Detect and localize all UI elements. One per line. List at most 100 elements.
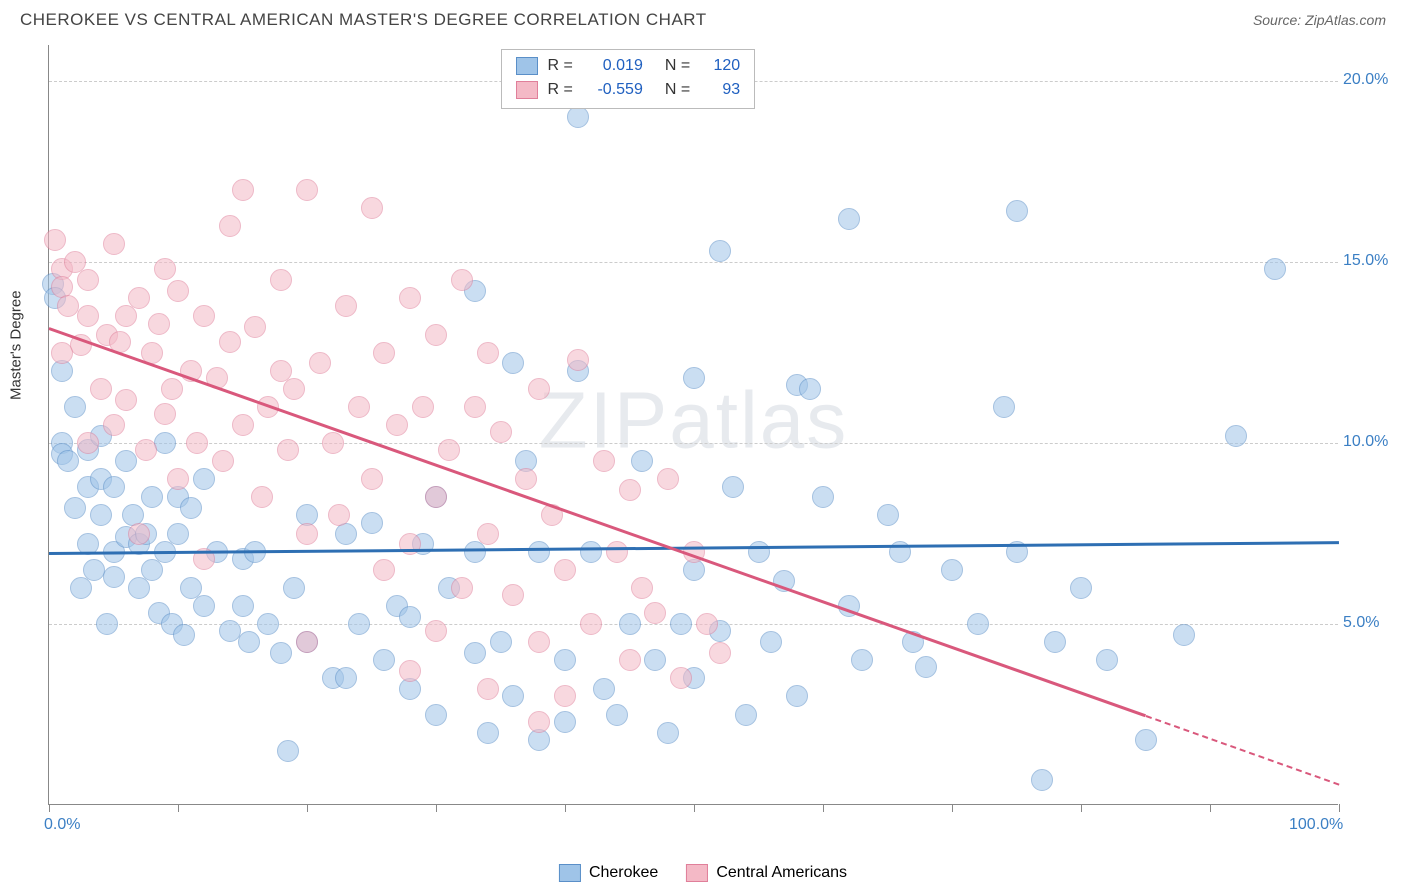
chart-title: CHEROKEE VS CENTRAL AMERICAN MASTER'S DE… bbox=[20, 10, 707, 30]
scatter-point bbox=[115, 389, 137, 411]
scatter-point bbox=[296, 631, 318, 653]
scatter-point bbox=[277, 740, 299, 762]
r-value: 0.019 bbox=[583, 57, 643, 75]
y-tick-label: 20.0% bbox=[1343, 71, 1403, 89]
scatter-point bbox=[44, 229, 66, 251]
x-tick bbox=[823, 804, 824, 812]
scatter-point bbox=[464, 541, 486, 563]
scatter-point bbox=[373, 559, 395, 581]
scatter-point bbox=[490, 631, 512, 653]
x-tick-label: 100.0% bbox=[1289, 816, 1343, 834]
scatter-point bbox=[283, 378, 305, 400]
scatter-point bbox=[657, 722, 679, 744]
scatter-point bbox=[631, 450, 653, 472]
scatter-point bbox=[193, 305, 215, 327]
scatter-point bbox=[696, 613, 718, 635]
gridline bbox=[49, 624, 1338, 625]
scatter-point bbox=[373, 342, 395, 364]
n-label: N = bbox=[665, 57, 690, 75]
scatter-point bbox=[296, 179, 318, 201]
scatter-point bbox=[993, 396, 1015, 418]
scatter-point bbox=[399, 660, 421, 682]
scatter-point bbox=[51, 342, 73, 364]
scatter-point bbox=[348, 396, 370, 418]
scatter-point bbox=[528, 631, 550, 653]
scatter-point bbox=[515, 468, 537, 490]
scatter-point bbox=[502, 352, 524, 374]
scatter-point bbox=[786, 685, 808, 707]
scatter-point bbox=[631, 577, 653, 599]
scatter-point bbox=[167, 523, 189, 545]
scatter-point bbox=[1264, 258, 1286, 280]
scatter-point bbox=[644, 602, 666, 624]
scatter-point bbox=[528, 711, 550, 733]
scatter-point bbox=[838, 208, 860, 230]
scatter-point bbox=[232, 595, 254, 617]
scatter-point bbox=[657, 468, 679, 490]
scatter-point bbox=[670, 613, 692, 635]
scatter-point bbox=[644, 649, 666, 671]
scatter-point bbox=[567, 106, 589, 128]
scatter-point bbox=[361, 512, 383, 534]
scatter-point bbox=[619, 479, 641, 501]
scatter-point bbox=[425, 620, 447, 642]
scatter-point bbox=[128, 287, 150, 309]
scatter-point bbox=[154, 432, 176, 454]
scatter-point bbox=[477, 523, 499, 545]
scatter-point bbox=[373, 649, 395, 671]
scatter-point bbox=[154, 403, 176, 425]
scatter-point bbox=[135, 439, 157, 461]
scatter-point bbox=[232, 414, 254, 436]
scatter-point bbox=[348, 613, 370, 635]
scatter-point bbox=[606, 704, 628, 726]
r-value: -0.559 bbox=[583, 81, 643, 99]
scatter-point bbox=[154, 258, 176, 280]
scatter-point bbox=[161, 378, 183, 400]
scatter-point bbox=[1070, 577, 1092, 599]
scatter-point bbox=[412, 396, 434, 418]
scatter-point bbox=[270, 360, 292, 382]
scatter-point bbox=[193, 595, 215, 617]
scatter-point bbox=[1031, 769, 1053, 791]
scatter-point bbox=[64, 497, 86, 519]
scatter-point bbox=[477, 722, 499, 744]
scatter-point bbox=[251, 486, 273, 508]
scatter-point bbox=[103, 233, 125, 255]
scatter-point bbox=[77, 305, 99, 327]
source-prefix: Source: bbox=[1253, 12, 1305, 28]
scatter-point bbox=[593, 450, 615, 472]
scatter-point bbox=[670, 667, 692, 689]
scatter-point bbox=[64, 396, 86, 418]
scatter-point bbox=[361, 468, 383, 490]
scatter-point bbox=[115, 305, 137, 327]
scatter-point bbox=[1173, 624, 1195, 646]
scatter-point bbox=[1044, 631, 1066, 653]
stats-legend-row: R =-0.559N =93 bbox=[516, 78, 741, 102]
y-tick-label: 10.0% bbox=[1343, 433, 1403, 451]
trend-line bbox=[49, 327, 1146, 717]
scatter-point bbox=[606, 541, 628, 563]
scatter-point bbox=[1225, 425, 1247, 447]
scatter-point bbox=[451, 269, 473, 291]
scatter-point bbox=[425, 486, 447, 508]
x-tick bbox=[1081, 804, 1082, 812]
scatter-point bbox=[528, 541, 550, 563]
scatter-point bbox=[335, 667, 357, 689]
scatter-point bbox=[554, 711, 576, 733]
scatter-point bbox=[77, 432, 99, 454]
scatter-point bbox=[219, 215, 241, 237]
stats-legend-row: R =0.019N =120 bbox=[516, 54, 741, 78]
x-tick bbox=[1339, 804, 1340, 812]
scatter-point bbox=[186, 432, 208, 454]
scatter-point bbox=[212, 450, 234, 472]
scatter-point bbox=[328, 504, 350, 526]
scatter-point bbox=[502, 685, 524, 707]
legend-swatch bbox=[516, 57, 538, 75]
scatter-point bbox=[683, 367, 705, 389]
scatter-point bbox=[219, 331, 241, 353]
scatter-point bbox=[115, 450, 137, 472]
scatter-point bbox=[438, 439, 460, 461]
plot-area: ZIPatlas 5.0%10.0%15.0%20.0%0.0%100.0%R … bbox=[48, 45, 1338, 805]
scatter-point bbox=[167, 280, 189, 302]
scatter-point bbox=[1096, 649, 1118, 671]
